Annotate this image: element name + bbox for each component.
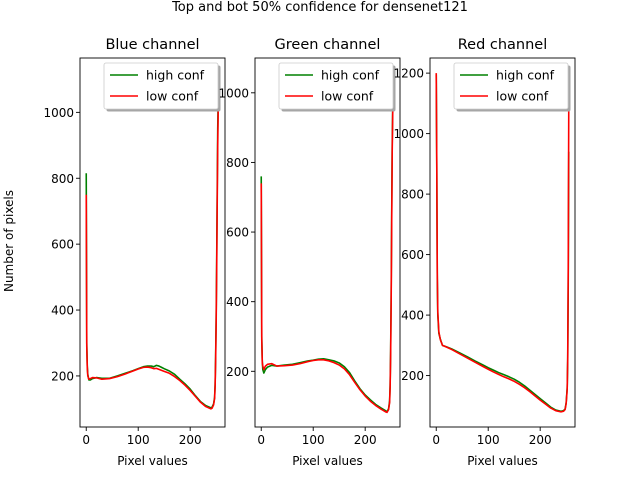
red-channel-xlabel: Pixel values	[467, 454, 538, 468]
green-channel-xtick-label: 200	[354, 433, 377, 447]
red-channel-legend-label-low-conf: low conf	[496, 89, 549, 104]
blue-channel-ytick-label: 600	[51, 238, 74, 252]
red-channel-series-low-conf	[435, 73, 570, 413]
figure-suptitle: Top and bot 50% confidence for densenet1…	[171, 0, 468, 15]
green-channel-panel: 0 100 200 200 400 600 800 1000 Green channel Pixe…	[218, 37, 401, 468]
blue-channel-xtick-label: 200	[179, 433, 202, 447]
red-channel-ytick-label: 1000	[393, 127, 424, 141]
blue-channel-panel: 0 100 200 200 400 600 800 1000 Blue channel Pixel…	[43, 37, 226, 468]
red-channel-title: Red channel	[458, 37, 548, 53]
blue-channel-ytick-label: 400	[51, 304, 74, 318]
green-channel-xtick-label: 0	[257, 433, 265, 447]
blue-channel-xtick-label: 100	[127, 433, 150, 447]
blue-channel-ytick-label: 1000	[43, 106, 74, 120]
green-channel-ytick-label: 1000	[218, 86, 249, 100]
green-channel-ytick-label: 200	[226, 365, 249, 379]
blue-channel-axes-frame	[79, 57, 226, 428]
green-channel-axes-frame	[254, 57, 401, 428]
red-channel-xtick-label: 100	[477, 433, 500, 447]
red-channel-ytick-label: 400	[401, 309, 424, 323]
red-channel-axes-frame	[429, 57, 576, 428]
green-channel-xtick-label: 100	[302, 433, 325, 447]
blue-channel-legend: high conf low conf	[103, 62, 221, 112]
red-channel-xtick-label: 0	[432, 433, 440, 447]
red-channel-ytick-label: 200	[401, 369, 424, 383]
blue-channel-ytick-label: 200	[51, 369, 74, 383]
blue-channel-series-low-conf	[85, 92, 220, 410]
green-channel-legend-label-low-conf: low conf	[321, 89, 374, 104]
green-channel-legend: high conf low conf	[278, 62, 396, 112]
red-channel-xtick-label: 200	[529, 433, 552, 447]
green-channel-series-high-conf	[260, 82, 395, 413]
red-channel-ytick-label: 1200	[393, 67, 424, 81]
green-channel-series-low-conf	[260, 89, 395, 414]
red-channel-ytick-label: 600	[401, 248, 424, 262]
blue-channel-xlabel: Pixel values	[117, 454, 188, 468]
green-channel-xlabel: Pixel values	[292, 454, 363, 468]
blue-channel-legend-label-high-conf: high conf	[146, 68, 205, 83]
red-channel-series-high-conf	[435, 74, 570, 413]
red-channel-legend: high conf low conf	[453, 62, 571, 112]
red-channel-panel: 0 100 200 200 400 600 800 1000 1200 Red channel Pi…	[393, 37, 576, 468]
green-channel-legend-label-high-conf: high conf	[321, 68, 380, 83]
green-channel-ytick-label: 800	[226, 156, 249, 170]
blue-channel-series-high-conf	[85, 79, 220, 409]
green-channel-title: Green channel	[275, 37, 381, 53]
green-channel-ytick-label: 600	[226, 226, 249, 240]
figure-ylabel: Number of pixels	[2, 190, 16, 292]
green-channel-ytick-label: 400	[226, 295, 249, 309]
blue-channel-title: Blue channel	[105, 37, 199, 53]
blue-channel-xtick-label: 0	[82, 433, 90, 447]
blue-channel-legend-label-low-conf: low conf	[146, 89, 199, 104]
red-channel-ytick-label: 800	[401, 188, 424, 202]
blue-channel-ytick-label: 800	[51, 172, 74, 186]
red-channel-legend-label-high-conf: high conf	[496, 68, 555, 83]
